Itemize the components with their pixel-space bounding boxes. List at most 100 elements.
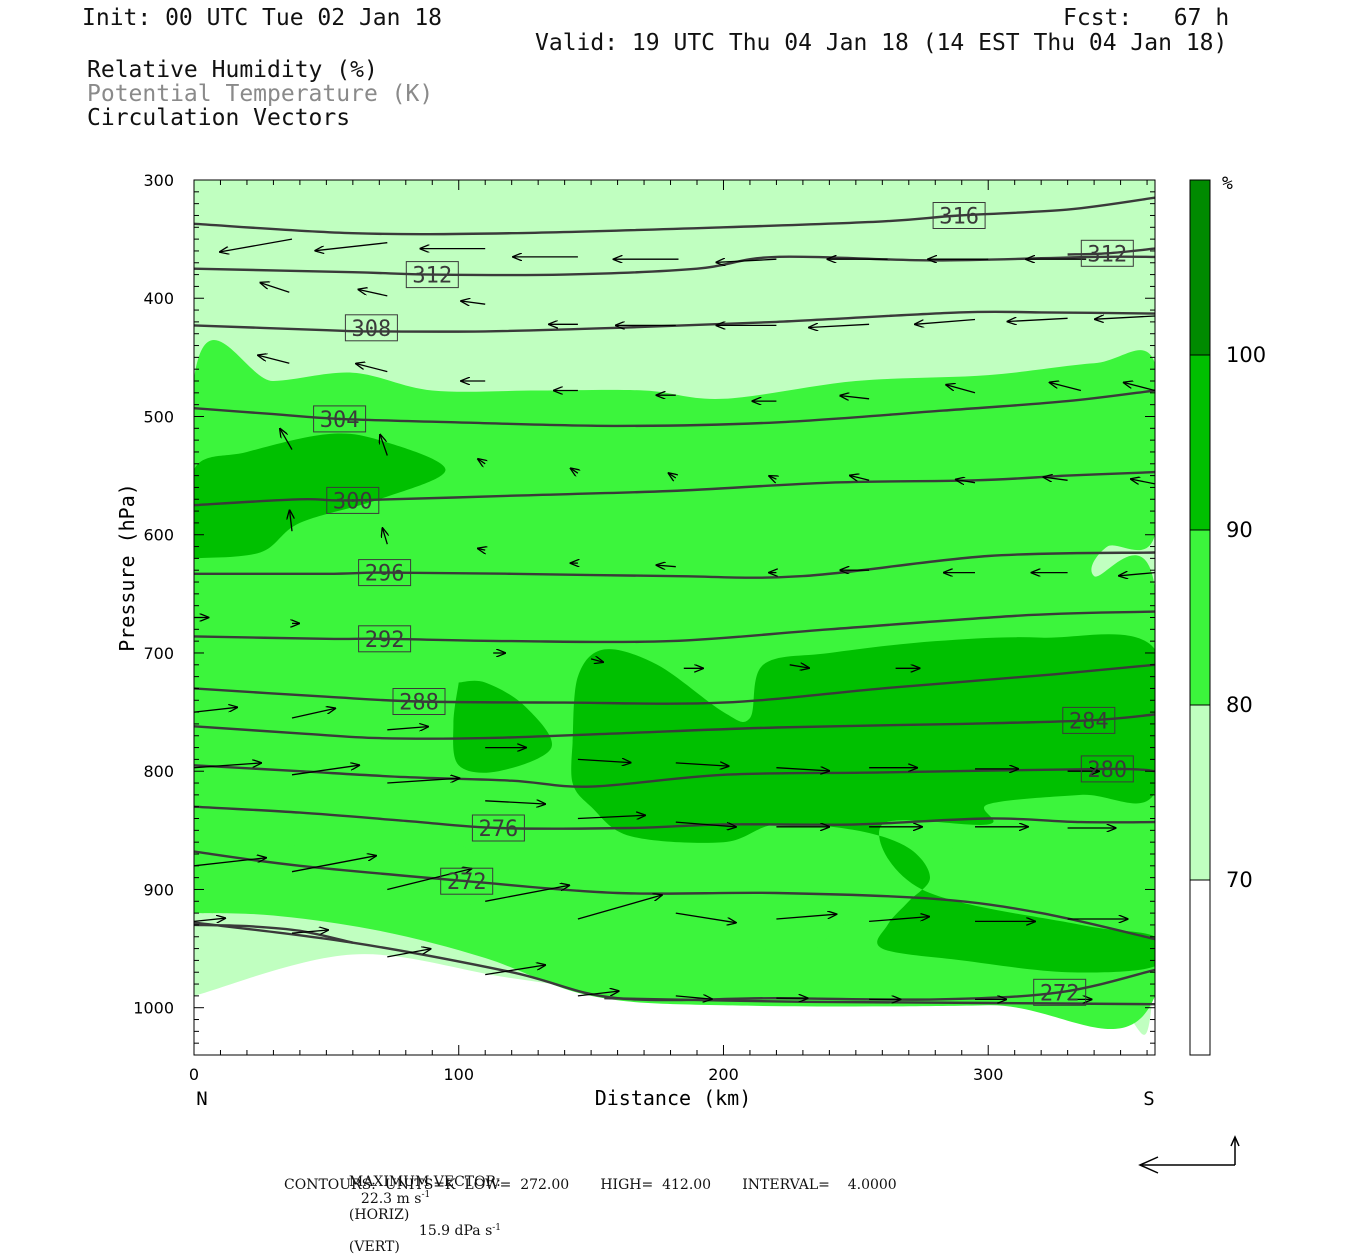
svg-text:272: 272 bbox=[1040, 981, 1080, 1006]
circulation-vector-40 bbox=[383, 528, 388, 545]
rh-region-90-4 bbox=[194, 433, 446, 559]
forecast-hour: Fcst: 67 h bbox=[1063, 5, 1230, 31]
svg-text:304: 304 bbox=[320, 408, 360, 433]
vert-exponent: -1 bbox=[492, 1222, 502, 1233]
field-potential-temperature: Potential Temperature (K) bbox=[87, 81, 434, 107]
circulation-vector-11 bbox=[461, 301, 486, 304]
contour-label-296-6: 296 bbox=[358, 559, 412, 587]
y-tick-label-700: 700 bbox=[143, 644, 174, 663]
contours-info: CONTOURS: UNITS=K LOW= 272.00 HIGH= 412.… bbox=[284, 1177, 897, 1193]
y-axis-label: Pressure (hPa) bbox=[115, 483, 139, 652]
circulation-vector-35 bbox=[850, 476, 870, 481]
circulation-vector-77 bbox=[291, 856, 376, 873]
x-end-label-south: S bbox=[1143, 1088, 1154, 1110]
circulation-vector-60 bbox=[577, 759, 631, 762]
horiz-exponent: -1 bbox=[421, 1190, 431, 1200]
circulation-vector-0 bbox=[220, 238, 293, 252]
svg-text:272: 272 bbox=[447, 870, 487, 895]
contour-label-280-10: 280 bbox=[1080, 755, 1134, 783]
colorbar-segment-4 bbox=[1189, 179, 1211, 356]
theta-contour-280-10 bbox=[194, 764, 1155, 788]
contour-label-276-11: 276 bbox=[471, 814, 525, 842]
theta-contour-unlabeled-14 bbox=[194, 923, 354, 944]
circulation-vector-62 bbox=[776, 768, 829, 771]
svg-text:312: 312 bbox=[412, 264, 452, 289]
circulation-vector-56 bbox=[194, 707, 237, 713]
contour-label-304-4: 304 bbox=[313, 405, 367, 433]
circulation-vector-58 bbox=[387, 727, 428, 730]
circulation-vector-83 bbox=[869, 917, 929, 923]
circulation-vector-19 bbox=[258, 355, 290, 364]
circulation-vector-87 bbox=[291, 930, 328, 933]
y-tick-label-800: 800 bbox=[143, 762, 174, 781]
y-tick-label-900: 900 bbox=[143, 880, 174, 899]
circulation-vector-68 bbox=[387, 778, 459, 784]
x-axis-label: Distance (km) bbox=[595, 1086, 752, 1110]
svg-text:308: 308 bbox=[352, 317, 392, 342]
y-tick-label-300: 300 bbox=[143, 171, 174, 190]
theta-contour-312-1 bbox=[194, 255, 1155, 277]
contour-label-272-13: 272 bbox=[1033, 978, 1087, 1006]
svg-text:284: 284 bbox=[1069, 709, 1109, 734]
rh-region-70-1 bbox=[194, 180, 1155, 305]
contour-label-292-7: 292 bbox=[358, 625, 412, 653]
colorbar-segment-0 bbox=[1189, 879, 1211, 1056]
theta-contour-296-6 bbox=[194, 551, 1155, 579]
horiz-unit: (HORIZ) bbox=[348, 1206, 410, 1223]
circulation-vector-89 bbox=[485, 965, 545, 976]
svg-text:296: 296 bbox=[365, 562, 405, 587]
theta-contour-284-9 bbox=[194, 713, 1155, 740]
circulation-vector-71 bbox=[675, 821, 736, 827]
theta-contour-316-0 bbox=[194, 196, 1155, 236]
circulation-vector-54 bbox=[789, 665, 809, 668]
svg-text:312: 312 bbox=[1087, 242, 1127, 267]
circulation-vector-76 bbox=[194, 858, 266, 867]
colorbar-label-70: 70 bbox=[1226, 868, 1253, 892]
colorbar-label-100: 100 bbox=[1226, 343, 1266, 367]
circulation-vector-80 bbox=[577, 895, 662, 920]
rh-region-90-6 bbox=[571, 634, 1155, 973]
colorbar-segment-3 bbox=[1189, 354, 1211, 531]
contour-label-272-12: 272 bbox=[440, 867, 494, 895]
x-tick-label-100: 100 bbox=[443, 1065, 474, 1084]
contour-label-312-2: 312 bbox=[1080, 239, 1134, 267]
circulation-vector-82 bbox=[776, 914, 836, 920]
circulation-vector-41 bbox=[478, 549, 485, 551]
reference-vector-icon bbox=[1138, 1135, 1240, 1174]
theta-contour-276-11 bbox=[194, 805, 1155, 830]
theta-contour-288-8 bbox=[194, 663, 1155, 705]
colorbar-label-90: 90 bbox=[1226, 518, 1253, 542]
svg-text:276: 276 bbox=[479, 817, 519, 842]
circulation-vector-26 bbox=[946, 385, 976, 394]
circulation-vector-36 bbox=[956, 480, 976, 483]
field-circulation-vectors: Circulation Vectors bbox=[87, 105, 351, 131]
circulation-vector-91 bbox=[675, 996, 712, 999]
theta-contour-300-5 bbox=[194, 470, 1155, 507]
circulation-vector-70 bbox=[577, 815, 645, 818]
x-tick-label-0: 0 bbox=[189, 1065, 199, 1084]
circulation-vector-20 bbox=[356, 364, 388, 373]
max-vector-line: MAXIMUM VECTOR: 22.3 m s-1 (HORIZ) 15.9 … bbox=[340, 1158, 501, 1255]
rh-region-90-5 bbox=[453, 680, 553, 773]
colorbar-unit: % bbox=[1222, 173, 1233, 194]
x-tick-label-200: 200 bbox=[708, 1065, 739, 1084]
circulation-vector-48 bbox=[1119, 573, 1155, 576]
contour-label-316-0: 316 bbox=[932, 202, 986, 230]
circulation-vector-52 bbox=[590, 659, 603, 662]
svg-text:288: 288 bbox=[399, 691, 439, 716]
circulation-vector-81 bbox=[675, 912, 736, 923]
y-tick-label-400: 400 bbox=[143, 289, 174, 308]
circulation-vector-29 bbox=[280, 429, 293, 450]
circulation-vector-10 bbox=[359, 290, 388, 297]
contour-label-284-9: 284 bbox=[1062, 706, 1116, 734]
theta-contour-unlabeled-15 bbox=[604, 997, 1155, 1006]
svg-text:300: 300 bbox=[333, 489, 373, 514]
circulation-vector-38 bbox=[1131, 479, 1155, 484]
circulation-vector-27 bbox=[1050, 383, 1082, 392]
circulation-vector-66 bbox=[194, 763, 261, 769]
circulation-vector-31 bbox=[478, 459, 485, 464]
svg-text:280: 280 bbox=[1087, 758, 1127, 783]
circulation-vector-18 bbox=[1095, 316, 1155, 319]
theta-contour-312-2 bbox=[1067, 247, 1155, 256]
circulation-vector-57 bbox=[291, 708, 335, 719]
